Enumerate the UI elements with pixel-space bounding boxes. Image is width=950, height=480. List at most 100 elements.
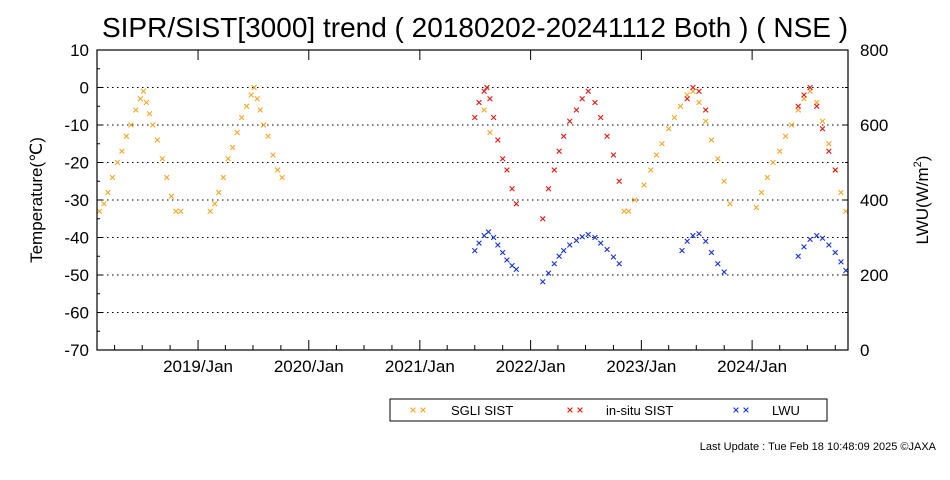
sgli-sist-point <box>238 114 245 121</box>
lwu-point <box>838 259 844 265</box>
sgli-sist-point <box>265 133 271 140</box>
sgli-sist-point <box>487 129 493 136</box>
sgli-sist-point <box>229 144 236 151</box>
sgli-sist-point <box>279 174 285 181</box>
in-situ-sist-point <box>499 155 506 162</box>
in-situ-sist-point <box>696 88 702 95</box>
lwu-point <box>708 249 715 256</box>
sgli-sist-point <box>140 88 147 95</box>
sgli-sist-point <box>625 208 632 215</box>
sgli-sist-point <box>101 200 107 207</box>
legend-marker-lwu <box>733 407 739 413</box>
lwu-point <box>610 254 617 260</box>
sgli-sist-point <box>819 118 826 125</box>
in-situ-sist-point <box>807 84 813 91</box>
y-tick-label: 0 <box>80 79 89 98</box>
lwu-point <box>813 232 820 239</box>
sgli-sist-point <box>702 118 709 125</box>
legend-box <box>389 398 828 422</box>
sgli-sist-point <box>146 110 153 117</box>
y2-tick-label: 400 <box>860 191 888 210</box>
y2-axis-title: LWU(W/m2) <box>912 156 932 245</box>
sgli-sist-point <box>659 140 665 147</box>
sgli-sist-point <box>270 152 276 158</box>
y-tick-label: -40 <box>64 229 89 248</box>
lwu-point <box>513 266 520 273</box>
footer-update-text: Last Update : Tue Feb 18 10:48:09 2025 ©… <box>700 441 937 453</box>
sgli-sist-point <box>653 152 660 158</box>
sgli-sist-point <box>137 95 144 102</box>
in-situ-sist-point <box>481 88 487 95</box>
sgli-sist-point <box>173 208 179 215</box>
in-situ-sist-point <box>484 84 490 91</box>
in-situ-sist-point <box>684 95 690 102</box>
lwu-point <box>579 233 585 240</box>
sgli-sist-point <box>671 114 678 121</box>
lwu-point <box>560 247 567 254</box>
sgli-sist-point <box>770 159 776 166</box>
lwu-point <box>679 247 685 254</box>
in-situ-sist-point <box>545 185 552 192</box>
in-situ-sist-point <box>826 148 832 155</box>
in-situ-sist-point <box>551 167 558 173</box>
data-points <box>96 84 849 285</box>
lwu-point <box>504 257 510 263</box>
sgli-sist-point <box>257 107 264 113</box>
lwu-point <box>539 278 546 285</box>
legend-markers <box>410 407 749 413</box>
lwu-point <box>495 242 501 248</box>
sgli-sist-point <box>641 182 647 188</box>
sgli-sist-point <box>123 133 130 140</box>
sgli-sist-point <box>251 84 257 91</box>
sgli-sist-point <box>133 107 139 113</box>
lwu-point <box>832 249 839 256</box>
lwu-point <box>616 260 622 267</box>
lwu-point <box>684 238 690 245</box>
in-situ-sist-point <box>585 88 592 95</box>
axis-ticks: 10 0 -10 -20 -30 -40 -50 -60 -70 800 600 400 200 0 201… <box>64 41 888 376</box>
y-tick-label: -50 <box>64 266 89 285</box>
y2-tick-label: 600 <box>860 116 888 135</box>
lwu-point <box>819 235 826 242</box>
y2-axis-title-main: LWU(W/m <box>913 167 932 244</box>
lwu-point <box>604 246 610 253</box>
sgli-sist-point <box>715 155 721 162</box>
legend-marker-in-situ-sist <box>567 407 573 413</box>
lwu-point <box>490 234 497 241</box>
sgli-sist-point <box>164 174 170 181</box>
legend-label-sgli-sist: SGLI SIST <box>451 403 513 418</box>
in-situ-sist-point <box>616 178 622 185</box>
sgli-sist-point <box>109 174 116 181</box>
sgli-sist-point <box>150 122 156 128</box>
sgli-sist-point <box>168 193 175 200</box>
in-situ-sist-point <box>801 92 807 98</box>
in-situ-sist-point <box>795 103 802 110</box>
sgli-sist-point <box>788 122 795 128</box>
in-situ-sist-point <box>539 215 546 222</box>
sgli-sist-point <box>782 133 789 140</box>
sgli-sist-point <box>677 103 684 110</box>
sgli-sist-point <box>143 99 150 106</box>
in-situ-sist-point <box>702 107 709 113</box>
y-axis-title: Temperature(℃) <box>27 137 46 263</box>
in-situ-sist-point <box>610 152 617 158</box>
sgli-sist-point <box>154 137 161 143</box>
sgli-sist-point <box>211 200 218 207</box>
sgli-sist-point <box>721 178 727 185</box>
in-situ-sist-point <box>597 114 604 121</box>
sgli-sist-point <box>128 122 134 128</box>
sgli-sist-point <box>225 155 231 162</box>
lwu-point <box>499 249 506 256</box>
in-situ-sist-point <box>471 114 478 121</box>
chart-title: SIPR/SIST[3000] trend ( 20180202-2024111… <box>102 12 848 43</box>
in-situ-sist-point <box>832 167 839 173</box>
in-situ-sist-point <box>560 133 567 140</box>
lwu-point <box>592 234 598 241</box>
sgli-sist-point <box>621 208 627 215</box>
lwu-point <box>585 231 592 238</box>
x-tick-label: 2024/Jan <box>717 357 787 376</box>
in-situ-sist-point <box>556 148 562 155</box>
lwu-point <box>566 242 573 248</box>
in-situ-sist-point <box>573 107 580 113</box>
